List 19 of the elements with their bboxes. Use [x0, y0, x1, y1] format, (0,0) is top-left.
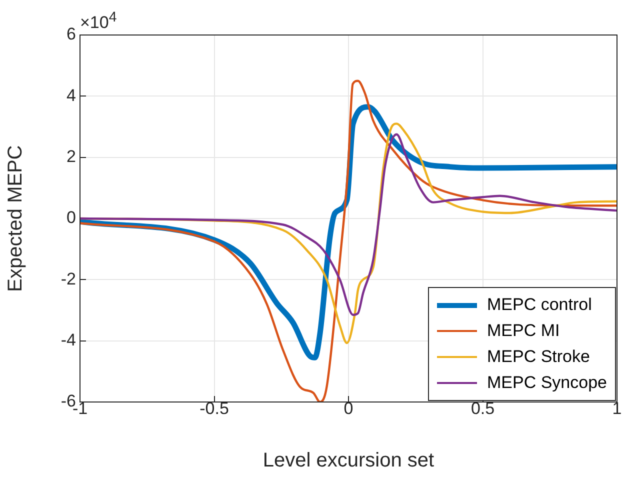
legend-label: MEPC MI: [487, 321, 560, 341]
y-tick-label: 4: [66, 86, 76, 105]
line-series: [80, 80, 617, 402]
x-tick-label: 1: [612, 398, 622, 418]
x-axis-title: Level excursion set: [262, 450, 435, 472]
x-tick-label: 0.5: [470, 398, 495, 418]
y-axis-title: Expected MEPC: [4, 145, 27, 292]
y-tick-label: 0: [66, 208, 76, 228]
x-tick-label: 0: [344, 398, 354, 418]
legend-label: MEPC Syncope: [487, 373, 607, 393]
legend-label: MEPC Stroke: [487, 347, 590, 367]
line-series: [80, 133, 617, 316]
y-tick-label: 2: [66, 147, 76, 166]
x-tick-label: -0.5: [200, 398, 229, 418]
legend-label: MEPC control: [487, 295, 592, 315]
y-tick-label: 6: [66, 24, 76, 44]
y-tick-label: -4: [60, 330, 76, 350]
y-tick-label: -2: [60, 269, 76, 288]
text: ×10$^{4}$: [80, 9, 117, 32]
